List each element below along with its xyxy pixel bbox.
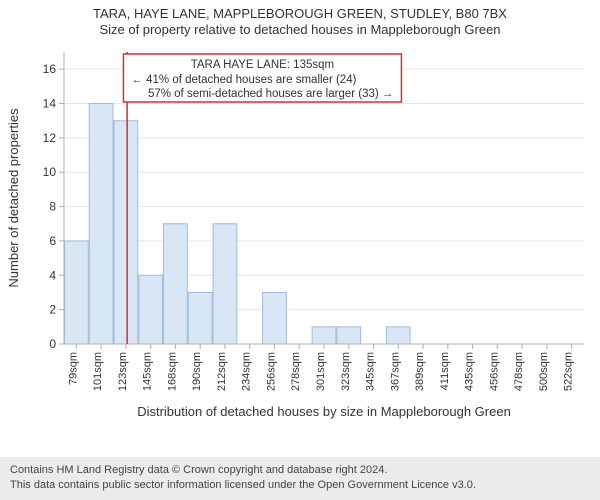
bar xyxy=(114,121,138,344)
svg-text:435sqm: 435sqm xyxy=(464,352,476,391)
svg-text:278sqm: 278sqm xyxy=(290,352,302,391)
svg-text:145sqm: 145sqm xyxy=(142,352,154,391)
svg-text:522sqm: 522sqm xyxy=(563,352,575,391)
svg-text:12: 12 xyxy=(43,131,57,145)
bar xyxy=(312,327,336,344)
svg-text:456sqm: 456sqm xyxy=(488,352,500,391)
svg-text:101sqm: 101sqm xyxy=(92,352,104,391)
footer-line-1: Contains HM Land Registry data © Crown c… xyxy=(10,463,590,478)
svg-text:411sqm: 411sqm xyxy=(439,352,451,390)
svg-text:79sqm: 79sqm xyxy=(67,352,79,385)
svg-text:301sqm: 301sqm xyxy=(315,352,327,391)
svg-text:478sqm: 478sqm xyxy=(513,352,525,391)
svg-text:389sqm: 389sqm xyxy=(414,352,426,391)
svg-text:345sqm: 345sqm xyxy=(365,352,377,391)
callout-line-1: TARA HAYE LANE: 135sqm xyxy=(191,59,334,71)
svg-text:234sqm: 234sqm xyxy=(241,352,253,391)
bar xyxy=(263,292,287,344)
svg-text:500sqm: 500sqm xyxy=(538,352,550,391)
svg-text:367sqm: 367sqm xyxy=(389,352,401,391)
svg-text:8: 8 xyxy=(49,200,56,214)
chart-area: 0 2 4 6 8 10 12 14 16 79sqm 101sqm 123sqm 145sqm 168s… xyxy=(0,44,600,444)
bar xyxy=(188,292,212,344)
svg-text:256sqm: 256sqm xyxy=(265,352,277,391)
title-line-1: TARA, HAYE LANE, MAPPLEBOROUGH GREEN, ST… xyxy=(10,6,590,22)
x-axis-label: Distribution of detached houses by size … xyxy=(137,404,511,419)
svg-text:123sqm: 123sqm xyxy=(117,352,129,391)
bar xyxy=(65,241,89,344)
bar xyxy=(337,327,361,344)
svg-text:212sqm: 212sqm xyxy=(216,352,228,391)
callout-line-3: 57% of semi-detached houses are larger (… xyxy=(148,88,393,100)
svg-text:6: 6 xyxy=(49,234,56,248)
bar xyxy=(164,224,188,344)
histogram-chart: 0 2 4 6 8 10 12 14 16 79sqm 101sqm 123sqm 145sqm 168s… xyxy=(0,44,600,440)
callout-line-2: ← 41% of detached houses are smaller (24… xyxy=(131,74,356,86)
bar xyxy=(386,327,410,344)
bar xyxy=(89,104,113,344)
footer-line-2: This data contains public sector informa… xyxy=(10,478,590,493)
svg-text:4: 4 xyxy=(49,268,56,282)
bar xyxy=(139,275,163,344)
svg-text:2: 2 xyxy=(49,303,56,317)
footer: Contains HM Land Registry data © Crown c… xyxy=(0,457,600,500)
y-axis-label: Number of detached properties xyxy=(6,108,21,288)
svg-text:190sqm: 190sqm xyxy=(191,352,203,391)
svg-text:323sqm: 323sqm xyxy=(340,352,352,391)
svg-text:14: 14 xyxy=(43,97,57,111)
title-line-2: Size of property relative to detached ho… xyxy=(10,22,590,38)
svg-text:0: 0 xyxy=(49,337,56,351)
svg-text:10: 10 xyxy=(43,165,57,179)
title-block: TARA, HAYE LANE, MAPPLEBOROUGH GREEN, ST… xyxy=(0,0,600,41)
svg-text:16: 16 xyxy=(43,62,57,76)
svg-text:168sqm: 168sqm xyxy=(166,352,178,391)
bar xyxy=(213,224,237,344)
